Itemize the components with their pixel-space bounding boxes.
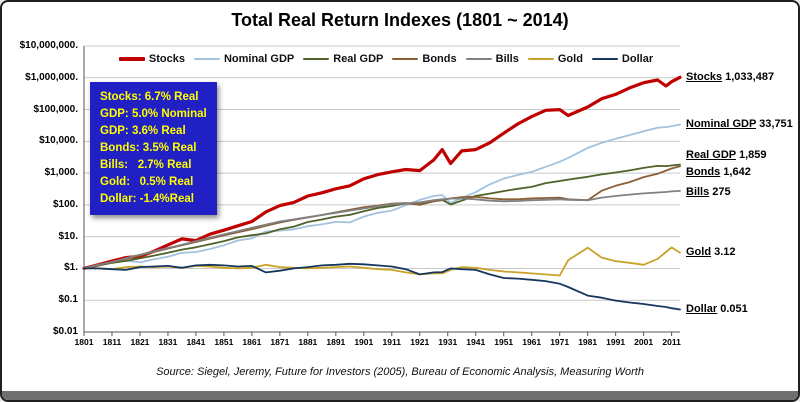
- end-label-value: 1,859: [735, 149, 767, 162]
- legend-swatch: [392, 58, 419, 60]
- legend-label: Gold: [557, 53, 583, 65]
- end-label-name: Gold: [686, 246, 712, 259]
- annotation-line: GDP: 3.6% Real: [100, 125, 186, 137]
- end-label-dollar: Dollar 0.051: [686, 303, 798, 315]
- legend-label: Bills: [495, 53, 519, 65]
- y-tick-label: $100.: [52, 198, 78, 210]
- series-line-dollar: [83, 262, 681, 311]
- end-label-value: 1,642: [720, 165, 751, 178]
- y-tick-label: $10,000.: [39, 135, 78, 147]
- legend-label: Dollar: [621, 53, 654, 65]
- end-label-value: 3.12: [711, 246, 736, 259]
- legend-label: Bonds: [422, 53, 457, 65]
- annotation-line: Bonds: 3.5% Real: [100, 142, 197, 154]
- legend-swatch: [303, 58, 330, 60]
- x-tick-label: 2011: [662, 337, 681, 347]
- legend-item-bills: Bills: [465, 53, 519, 65]
- annotation-box: Stocks: 6.7% Real GDP: 5.0% Nominal GDP: 3…: [90, 82, 217, 215]
- x-tick-label: 1981: [578, 337, 598, 347]
- legend-swatch: [193, 58, 220, 60]
- end-label-bonds: Bonds 1,642: [686, 165, 798, 178]
- legend-swatch: [465, 58, 492, 60]
- legend-item-real-gdp: Real GDP: [303, 53, 383, 65]
- y-tick-label: $0.01: [52, 326, 78, 337]
- series-line-bills: [83, 189, 681, 270]
- x-tick-label: 1841: [186, 337, 206, 347]
- x-tick-label: 1891: [326, 337, 346, 347]
- end-label-gold: Gold 3.12: [686, 246, 798, 259]
- x-tick-label: 1831: [158, 337, 178, 347]
- end-label-name: Bills: [686, 186, 710, 199]
- annotation-line: Dollar: -1.4%Real: [100, 193, 194, 205]
- end-label-real-gdp: Real GDP 1,859: [686, 149, 798, 162]
- x-tick-label: 1911: [382, 337, 401, 347]
- legend-label: Stocks: [148, 53, 185, 65]
- legend-item-bonds: Bonds: [392, 53, 457, 65]
- end-label-name: Bonds: [686, 165, 721, 178]
- y-tick-label: $0.1: [58, 294, 78, 306]
- end-label-nominal-gdp: Nominal GDP 33,751: [686, 118, 798, 131]
- legend-swatch: [591, 58, 618, 60]
- end-label-value: 1,033,487: [722, 70, 775, 83]
- end-label-name: Dollar: [686, 303, 718, 315]
- x-tick-label: 1881: [298, 337, 318, 347]
- annotation-line: Stocks: 6.7% Real: [100, 91, 199, 103]
- legend-item-gold: Gold: [527, 53, 583, 65]
- y-tick-label: $1.: [64, 262, 78, 274]
- x-tick-label: 1821: [130, 337, 150, 347]
- x-tick-label: 1851: [214, 337, 234, 347]
- end-label-name: Real GDP: [686, 149, 736, 162]
- legend-item-stocks: Stocks: [118, 53, 185, 65]
- x-tick-label: 1801: [74, 337, 94, 347]
- x-tick-label: 1991: [606, 337, 626, 347]
- end-label-stocks: Stocks 1,033,487: [686, 70, 798, 83]
- end-label-name: Stocks: [686, 70, 723, 83]
- end-label-bills: Bills 275: [686, 186, 798, 199]
- x-tick-label: 1931: [438, 337, 458, 347]
- annotation-line: Bills: 2.7% Real: [100, 159, 192, 171]
- y-tick-label: $1,000,000.: [25, 71, 78, 83]
- x-tick-label: 1901: [354, 337, 374, 347]
- series-line-nominal-gdp: [83, 123, 681, 270]
- series-line-stocks: [82, 75, 682, 270]
- y-tick-label: $100,000.: [33, 103, 79, 115]
- end-label-value: 275: [709, 186, 731, 199]
- end-label-value: 0.051: [717, 303, 748, 315]
- x-tick-label: 1941: [466, 337, 486, 347]
- x-tick-label: 1871: [270, 337, 290, 347]
- source-note: Source: Siegel, Jeremy, Future for Inves…: [156, 366, 644, 378]
- end-label-name: Nominal GDP: [686, 118, 757, 131]
- chart-title: Total Real Return Indexes (1801 ~ 2014): [231, 10, 569, 30]
- y-tick-label: $10.: [58, 230, 78, 242]
- annotation-line: GDP: 5.0% Nominal: [100, 108, 207, 120]
- legend-item-dollar: Dollar: [591, 53, 654, 65]
- y-tick-label: $10,000,000.: [19, 40, 78, 51]
- bottom-bar: [2, 391, 798, 400]
- legend: Stocks Nominal GDP Real GDP Bonds Bills Gold D…: [90, 53, 682, 65]
- legend-item-nominal-gdp: Nominal GDP: [193, 53, 295, 65]
- x-tick-label: 1971: [550, 337, 570, 347]
- x-tick-label: 1861: [242, 337, 262, 347]
- x-tick-label: 2001: [634, 337, 654, 347]
- x-tick-label: 1811: [102, 337, 122, 347]
- series-line-real-gdp: [83, 163, 681, 270]
- annotation-line: Gold: 0.5% Real: [100, 176, 194, 188]
- legend-swatch: [527, 58, 554, 60]
- end-label-value: 33,751: [756, 118, 793, 131]
- legend-swatch: [118, 57, 145, 61]
- legend-label: Real GDP: [333, 53, 384, 65]
- x-tick-label: 1961: [522, 337, 542, 347]
- y-tick-label: $1,000.: [44, 167, 78, 179]
- x-tick-label: 1921: [410, 337, 430, 347]
- legend-label: Nominal GDP: [223, 53, 295, 65]
- x-tick-label: 1951: [494, 337, 514, 347]
